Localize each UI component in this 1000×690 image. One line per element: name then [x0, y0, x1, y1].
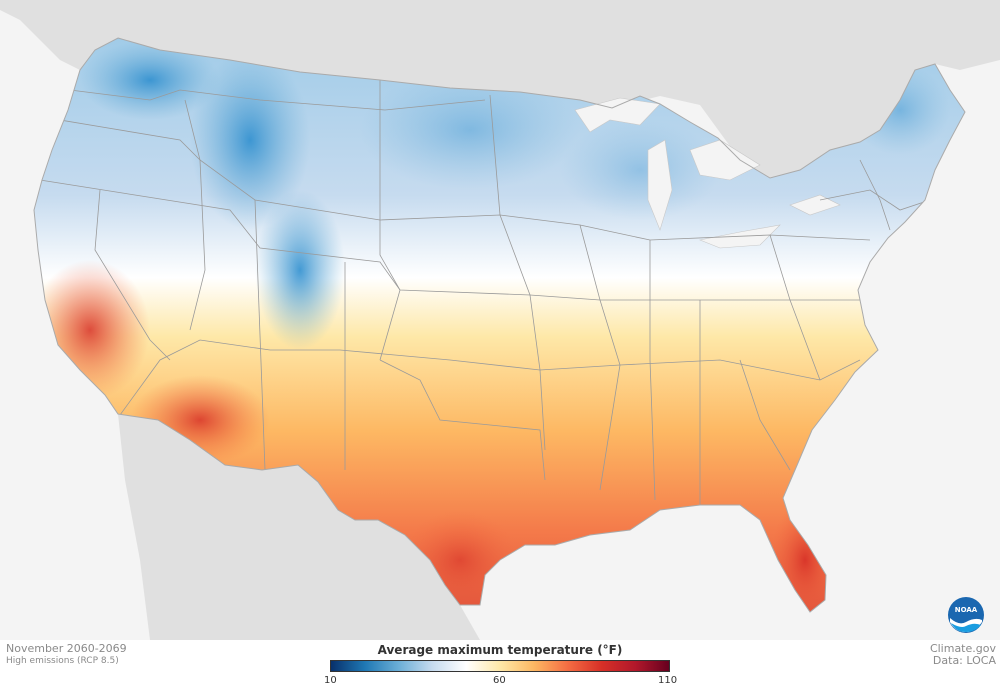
- emissions-scenario: High emissions (RCP 8.5): [6, 656, 119, 666]
- legend-tick-min: 10: [324, 675, 337, 686]
- time-period: November 2060-2069: [6, 642, 127, 655]
- great-lakes: [574, 97, 841, 249]
- canada-landmass: [0, 0, 1000, 178]
- data-source: Data: LOCA: [932, 654, 996, 667]
- temperature-map: [0, 0, 1000, 640]
- mexico-landmass: [118, 414, 480, 640]
- noaa-logo: NOAA: [948, 597, 984, 633]
- legend-title: Average maximum temperature (°F): [377, 643, 623, 657]
- legend-tick-max: 110: [658, 675, 678, 686]
- credit-climate-gov: Climate.gov: [929, 642, 996, 655]
- legend-colorbar: [330, 660, 670, 672]
- state-borders: [39, 80, 931, 510]
- map-footer: November 2060-2069 High emissions (RCP 8…: [0, 640, 1000, 690]
- noaa-logo-text: NOAA: [955, 606, 978, 614]
- legend-tick-mid: 60: [493, 675, 506, 686]
